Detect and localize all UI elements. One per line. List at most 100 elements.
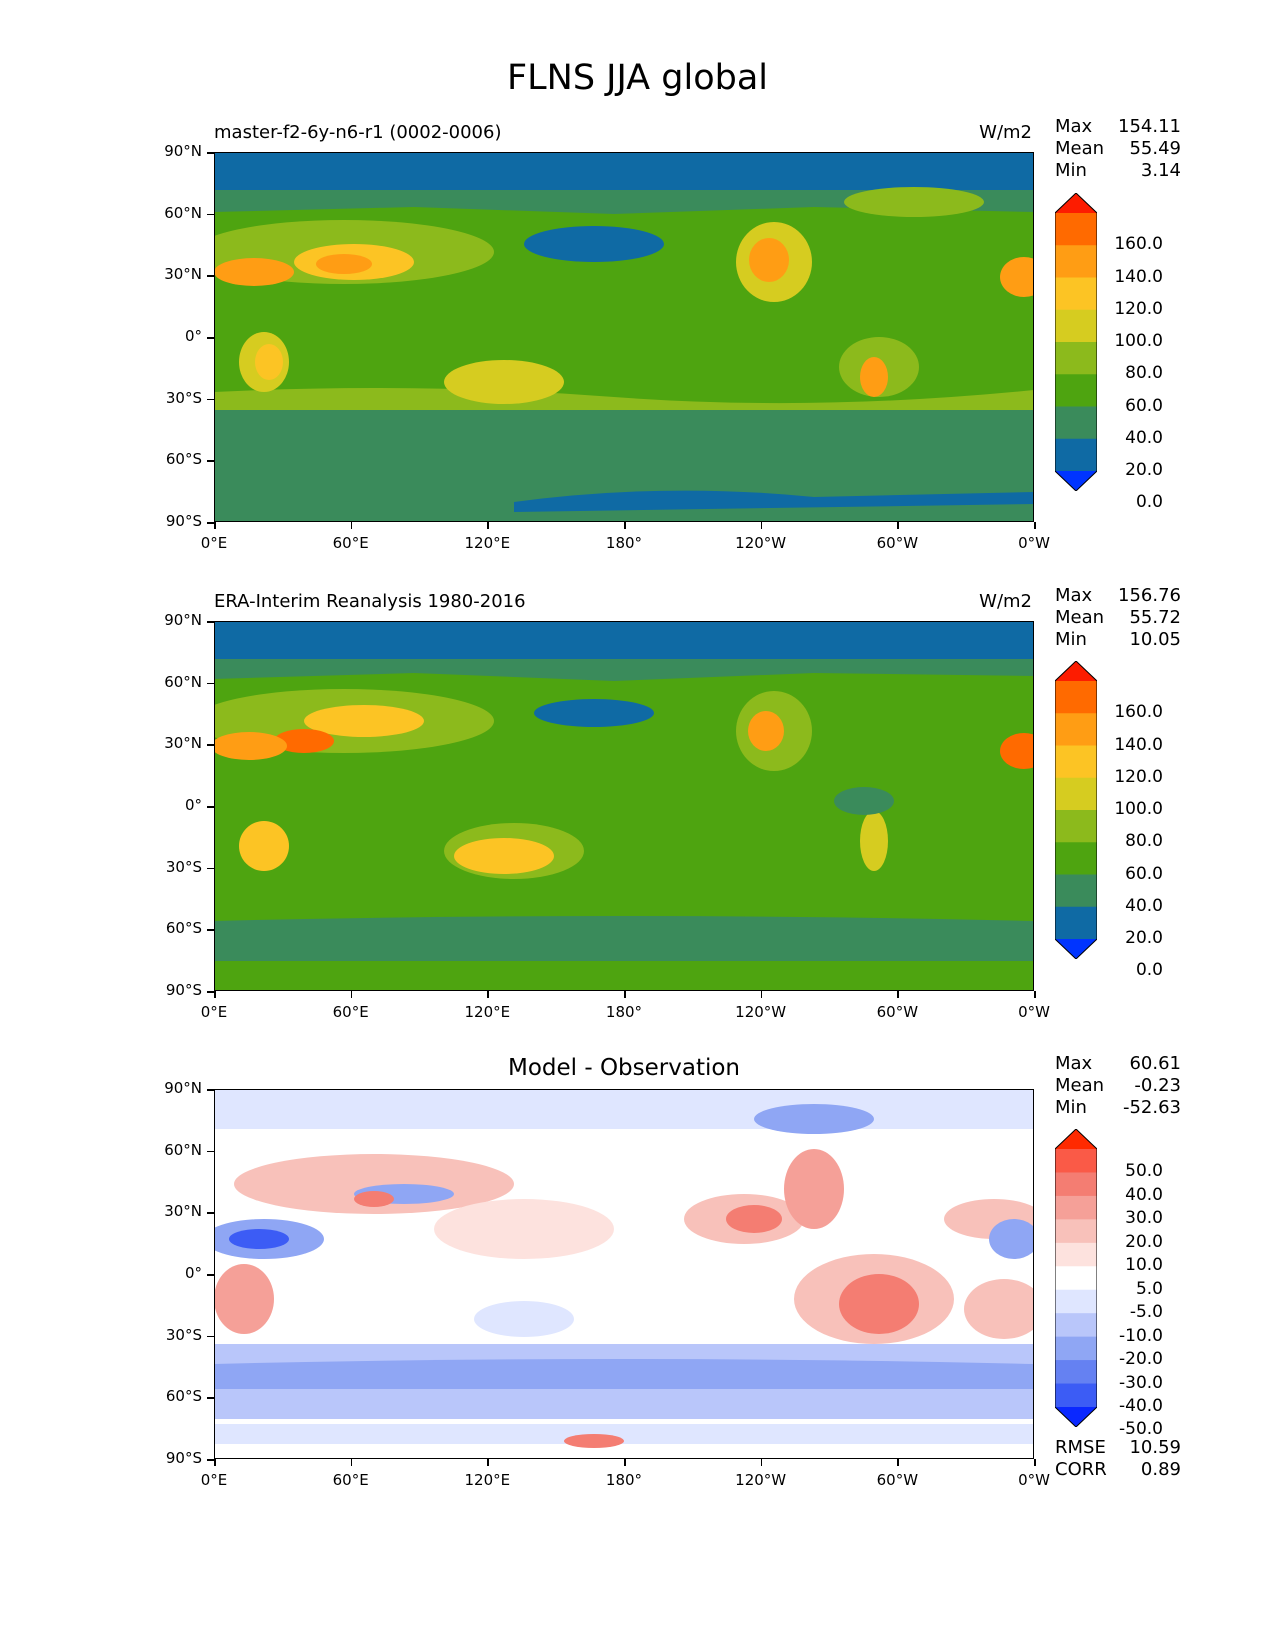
y-tick-label: 30°N (164, 734, 202, 753)
north-pacific-patch (524, 226, 664, 262)
south-america-core (839, 1274, 919, 1334)
north-america-arctic (844, 187, 984, 217)
colorbar-tick-label: 160.0 (1114, 234, 1163, 255)
colorbar-segment (1055, 1172, 1097, 1197)
x-tick (487, 991, 489, 998)
y-tick-label: 60°N (164, 1140, 202, 1159)
x-tick (897, 1459, 899, 1466)
map-model-plot (214, 152, 1034, 522)
colorbar-segment (1055, 874, 1097, 908)
x-tick (760, 1459, 763, 1466)
colorbar-difference (1054, 1128, 1098, 1431)
y-tick-label: 90°S (165, 981, 202, 999)
colorbar-tick-label: -5.0 (1129, 1302, 1163, 1323)
map-model (214, 152, 1034, 522)
colorbar-segment (1055, 438, 1097, 472)
x-tick (214, 1459, 216, 1466)
colorbar-tick-label: 0.0 (1135, 492, 1163, 513)
stat-value: 55.72 (1129, 607, 1181, 628)
stat-value: 154.11 (1118, 116, 1181, 137)
colorbar-tick-label: -40.0 (1119, 1396, 1163, 1416)
colorbar-svg (1054, 1128, 1098, 1428)
y-tick (207, 1212, 214, 1214)
colorbar-tick-label: 60.0 (1125, 395, 1163, 416)
west-africa-edge (1000, 257, 1034, 297)
x-tick (214, 991, 216, 998)
south-atlantic-warm (964, 1279, 1034, 1339)
x-tick-label: 60°E (332, 1471, 369, 1489)
x-tick (487, 1459, 489, 1466)
colorbar-svg (1054, 192, 1098, 492)
y-tick-label: 90°N (164, 142, 202, 160)
andes-region (860, 811, 888, 871)
colorbar-segment (1055, 777, 1097, 811)
y-tick (207, 682, 214, 685)
y-tick-label: 60°N (164, 203, 202, 222)
stat-label: Max (1055, 585, 1093, 606)
x-tick (350, 522, 353, 529)
panel-units: W/m2 (979, 591, 1032, 612)
colorbar-tick-label: 20.0 (1125, 928, 1163, 948)
y-tick-label: 0° (184, 1264, 202, 1282)
subarctic-band (214, 190, 1034, 214)
colorbar-model (1054, 192, 1098, 495)
x-tick-label: 0°W (1018, 534, 1050, 552)
y-tick-label: 60°S (165, 450, 202, 469)
y-tick-label: 60°N (164, 672, 202, 691)
stat-label: CORR (1055, 1459, 1107, 1480)
stat-label: Min (1055, 629, 1087, 650)
x-tick-label: 120°W (735, 1471, 787, 1489)
x-tick-label: 120°W (735, 534, 787, 552)
colorbar-segment (1055, 277, 1097, 311)
north-america-warm (784, 1149, 844, 1229)
map-difference (214, 1089, 1034, 1459)
map-difference-plot (214, 1089, 1034, 1459)
colorbar-tick-label: 5.0 (1135, 1278, 1163, 1299)
colorbar-segment (1055, 1219, 1097, 1244)
colorbar-tick-label: 120.0 (1114, 766, 1163, 787)
x-tick (624, 1459, 626, 1466)
colorbar-tick-label: 40.0 (1125, 895, 1163, 916)
y-tick (207, 867, 214, 870)
y-tick-label: 60°S (165, 1387, 202, 1406)
y-tick (207, 991, 214, 993)
x-tick-label: 60°E (332, 534, 369, 552)
colorbar-tick-label: 50.0 (1125, 1161, 1163, 1182)
colorbar-tick-label: 100.0 (1114, 799, 1163, 819)
colorbar-segment (1055, 1383, 1097, 1408)
y-tick (207, 152, 214, 154)
colorbar-segment (1055, 713, 1097, 746)
x-tick (760, 522, 763, 529)
y-tick (207, 1150, 214, 1153)
figure-title: FLNS JJA global (507, 58, 768, 98)
stat-value: -52.63 (1122, 1097, 1181, 1118)
x-tick-label: 0°E (200, 534, 228, 552)
y-tick (207, 1274, 214, 1276)
southern-ocean-band (214, 407, 1034, 492)
y-tick (207, 1335, 214, 1338)
x-tick-label: 120°E (464, 534, 511, 552)
y-tick (207, 213, 214, 216)
colorbar-segment (1055, 1407, 1097, 1427)
arctic-band (214, 1089, 1034, 1129)
stat-label: Min (1055, 1097, 1087, 1118)
andes-region (860, 357, 888, 397)
antarctic-band (214, 1424, 1034, 1444)
colorbar-segment (1055, 213, 1097, 246)
y-tick (207, 806, 214, 808)
y-tick (207, 621, 214, 623)
y-tick (207, 337, 214, 339)
x-tick-label: 60°W (876, 1003, 919, 1021)
colorbar-svg (1054, 660, 1098, 960)
stat-label: Max (1055, 1053, 1093, 1074)
y-tick (207, 398, 214, 401)
sahara-region (214, 732, 287, 760)
arctic-patch (754, 1104, 874, 1134)
colorbar-tick-label: 160.0 (1114, 702, 1163, 723)
colorbar-segment (1055, 745, 1097, 779)
x-tick-label: 60°W (876, 1471, 919, 1489)
x-tick (897, 522, 899, 529)
ne-pacific-core (726, 1205, 782, 1233)
stat-label: Mean (1055, 138, 1105, 159)
colorbar-segment (1055, 406, 1097, 440)
